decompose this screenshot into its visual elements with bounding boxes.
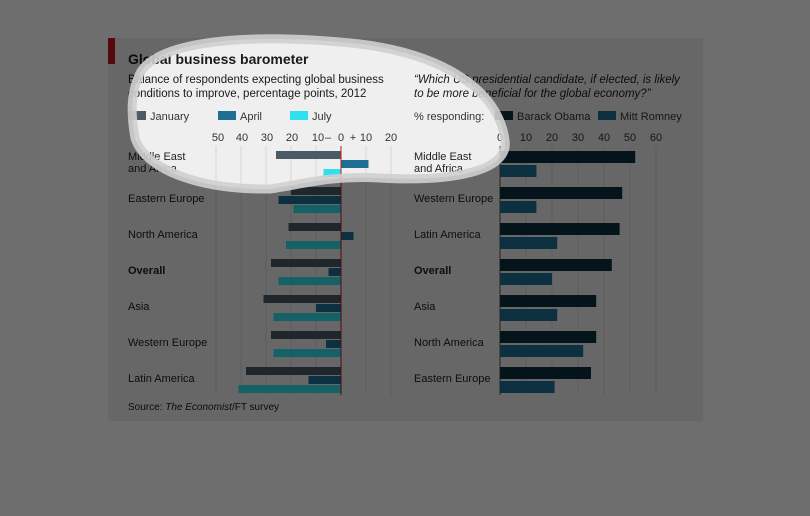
left-bar-january [246,367,341,375]
legend-swatch-july [290,111,308,120]
left-bar-april [316,304,341,312]
left-tick-label: 50 [212,132,224,144]
left-tick-label: 30 [261,132,273,144]
right-bar-barack-obama [500,223,620,235]
right-tick-label: 10 [520,132,532,144]
left-bar-january [271,259,341,267]
left-category-label: Asia [128,301,150,313]
left-category-label: Middle East [128,151,185,163]
left-bar-january [271,331,341,339]
left-bar-april [341,232,354,240]
left-bar-july [273,349,341,357]
legend-label-barack-obama: Barack Obama [517,111,591,123]
right-bar-mitt-romney [500,381,555,393]
legend-swatch-april [218,111,236,120]
left-tick-label: 20 [286,132,298,144]
source-prefix: Source: [128,402,166,413]
left-bar-april [278,196,341,204]
right-category-label: Eastern Europe [414,373,490,385]
legend-label-january: January [150,111,190,123]
left-bar-july [286,241,341,249]
left-bar-july [293,205,341,213]
left-bar-july [273,313,341,321]
left-category-label: Latin America [128,373,196,385]
right-bar-barack-obama [500,295,597,307]
left-tick-label: 40 [236,132,248,144]
right-tick-label: 30 [572,132,584,144]
right-bar-mitt-romney [500,165,537,177]
left-bar-january [263,295,341,303]
left-category-label: North America [128,229,199,241]
left-tick-label: – [325,132,332,144]
right-bar-mitt-romney [500,345,584,357]
right-tick-label: 20 [546,132,558,144]
right-bar-mitt-romney [500,273,552,285]
legend-label-april: April [240,111,262,123]
left-bar-april [308,376,341,384]
right-bar-barack-obama [500,367,591,379]
left-bar-january [288,223,341,231]
right-bar-mitt-romney [500,309,558,321]
right-tick-label: 0 [497,132,503,144]
left-bar-july [323,169,341,177]
chart-panel: Global business barometer Balance of res… [108,38,703,421]
right-category-label: Asia [414,301,436,313]
left-tick-label: 20 [385,132,397,144]
source-rest: /FT survey [231,402,279,413]
right-category-label: Latin America [414,229,482,241]
right-bar-barack-obama [500,259,612,271]
left-category-label: and Africa [128,163,178,175]
right-tick-label: 50 [624,132,636,144]
left-bar-april [328,268,341,276]
legend-label-july: July [312,111,332,123]
right-bar-barack-obama [500,187,623,199]
right-category-label: Middle East [414,151,471,163]
right-category-label: Western Europe [414,193,493,205]
source-publication: The Economist [165,402,232,413]
legend-swatch-january [128,111,146,120]
left-bar-january [291,187,341,195]
right-legend-prefix: % responding: [414,111,484,123]
left-tick-label: 10 [312,132,324,144]
left-tick-label: + [350,132,356,144]
left-bar-january [276,151,341,159]
right-category-label: Overall [414,265,451,277]
legend-swatch-barack-obama [495,111,513,120]
left-bar-april [341,160,369,168]
source-note: Source: The Economist/FT survey [128,402,279,413]
left-bar-july [278,277,341,285]
legend-label-mitt-romney: Mitt Romney [620,111,682,123]
left-category-label: Overall [128,265,165,277]
right-bar-mitt-romney [500,237,558,249]
legend-swatch-mitt-romney [598,111,616,120]
right-bar-barack-obama [500,151,636,163]
right-bar-barack-obama [500,331,597,343]
right-bar-mitt-romney [500,201,537,213]
right-category-label: North America [414,337,485,349]
right-tick-label: 60 [650,132,662,144]
right-tick-label: 40 [598,132,610,144]
left-bar-july [238,385,341,393]
left-category-label: Eastern Europe [128,193,204,205]
left-tick-label: 10 [360,132,372,144]
right-category-label: and Africa [414,163,464,175]
left-category-label: Western Europe [128,337,207,349]
left-bar-april [326,340,341,348]
left-tick-label: 0 [338,132,344,144]
